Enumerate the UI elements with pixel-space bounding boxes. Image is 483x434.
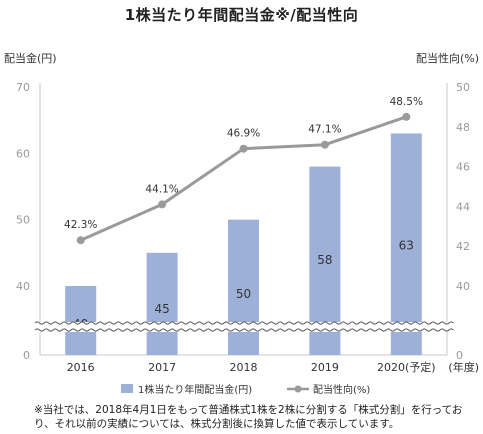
line-point — [239, 144, 248, 153]
left-tick-label: 40 — [16, 280, 30, 293]
x-tick-label: 2017 — [148, 361, 176, 374]
legend-swatch-bars — [121, 384, 133, 393]
footnote: ※当社では、2018年4月1日をもって普通株式1株を2株に分割する「株式分割」を… — [34, 404, 463, 430]
axis-break-wave — [34, 321, 454, 325]
bar-data-label: 63 — [399, 238, 414, 252]
line-data-label: 42.3% — [64, 219, 97, 231]
right-tick-label: 42 — [456, 240, 470, 253]
left-tick-label: 0 — [23, 349, 30, 362]
right-tick-label: 46 — [456, 161, 470, 174]
bar — [390, 133, 422, 355]
left-tick-label: 50 — [16, 214, 30, 227]
bar-data-label: 58 — [317, 253, 332, 267]
right-tick-label: 50 — [456, 81, 470, 94]
axis-break-wave — [34, 328, 454, 332]
line-data-label: 44.1% — [145, 183, 178, 195]
right-tick-label: 44 — [456, 200, 470, 213]
x-tick-label: 2020(予定) — [377, 360, 436, 374]
x-tick-label: 2019 — [311, 361, 339, 374]
line-point — [320, 140, 329, 149]
right-axis-label: 配当性向(%) — [416, 51, 479, 65]
left-tick-label: 70 — [16, 81, 30, 94]
line-data-label: 48.5% — [390, 96, 423, 108]
x-tick-label: 2018 — [230, 361, 258, 374]
bar — [228, 219, 259, 355]
right-tick-label: 0 — [456, 349, 463, 362]
line-data-label: 47.1% — [308, 124, 341, 136]
bar — [65, 286, 97, 355]
left-tick-label: 60 — [16, 147, 30, 160]
x-unit-label: (年度) — [448, 360, 479, 374]
right-tick-label: 40 — [456, 280, 470, 293]
axis-break-gap — [35, 322, 452, 332]
line-data-label: 46.9% — [227, 128, 260, 140]
bar-data-label: 50 — [236, 287, 251, 301]
bar-data-label: 45 — [154, 302, 169, 316]
legend-label-line: 配当性向(%) — [313, 383, 370, 396]
legend-label-bars: 1株当たり年間配当金(円) — [138, 383, 252, 396]
right-tick-label: 48 — [456, 121, 470, 134]
left-axis-label: 配当金(円) — [4, 51, 57, 65]
line-point — [158, 200, 167, 209]
line-point — [76, 236, 85, 245]
line-point — [402, 112, 411, 121]
chart-title: 1株当たり年間配当金※/配当性向 — [124, 6, 359, 24]
bar — [146, 252, 178, 355]
legend-swatch-marker — [294, 385, 302, 393]
x-tick-label: 2016 — [67, 361, 95, 374]
